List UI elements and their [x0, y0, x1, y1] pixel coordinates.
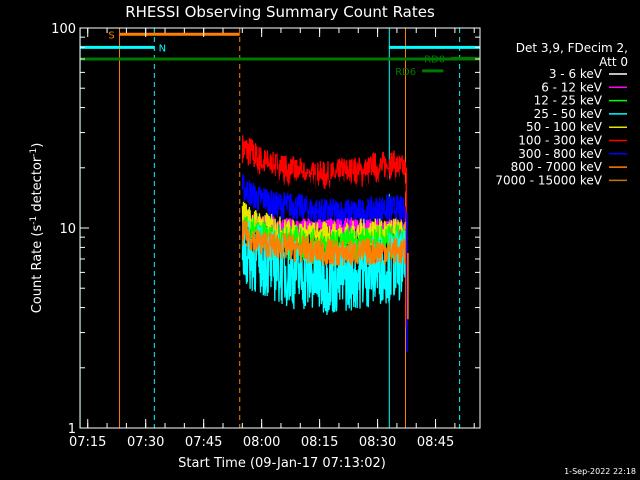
annotation-label-0: S — [108, 30, 114, 41]
y-axis-label-main: Count Rate (s — [30, 225, 45, 314]
series-line-6 — [241, 220, 407, 316]
legend-entry-label-1: 6 - 12 keV — [541, 80, 603, 94]
y-tick-label-0: 1 — [68, 422, 76, 437]
x-tick-label-5: 08:30 — [359, 435, 396, 450]
legend-header-line2: Att 0 — [599, 55, 628, 69]
x-tick-label-4: 08:15 — [301, 435, 338, 450]
legend-entry-label-7: 800 - 7000 keV — [511, 160, 603, 174]
annotation-label-4: RD6 — [395, 67, 416, 78]
legend-entry-label-0: 3 - 6 keV — [549, 67, 603, 81]
legend-entry-label-3: 25 - 50 keV — [534, 107, 603, 121]
legend-entry-label-4: 50 - 100 keV — [526, 120, 603, 134]
legend-entry-label-2: 12 - 25 keV — [534, 94, 603, 108]
x-tick-label-2: 07:45 — [185, 435, 222, 450]
axes: 1 10 100 07:15 07:30 07:45 08:00 08:15 08:30 08:4… — [51, 22, 481, 450]
x-tick-label-0: 07:15 — [69, 435, 106, 450]
legend-entry-label-6: 300 - 800 keV — [518, 147, 602, 161]
annotation-label-1: N — [159, 43, 166, 54]
y-axis-label-mid: detector — [30, 156, 45, 216]
legend-header-line1: Det 3,9, FDecim 2, — [516, 41, 628, 55]
annotation-label-5: RD0 — [424, 54, 445, 65]
y-tick-label-2: 100 — [51, 22, 76, 37]
x-tick-label-1: 07:30 — [127, 435, 164, 450]
legend-entry-label-5: 100 - 300 keV — [518, 134, 602, 148]
x-tick-label-3: 08:00 — [243, 435, 280, 450]
y-tick-label-1: 10 — [59, 222, 76, 237]
series-line-7 — [241, 219, 407, 267]
x-axis-label: Start Time (09-Jan-17 07:13:02) — [178, 456, 386, 471]
x-tick-label-6: 08:45 — [417, 435, 454, 450]
y-axis-label-end: ) — [30, 143, 45, 148]
y-axis-label-sup2: -1 — [29, 148, 39, 157]
footer-timestamp: 1-Sep-2022 22:18 — [564, 467, 636, 476]
y-axis-label: Count Rate (s-1 detector-1) — [29, 143, 45, 314]
legend-entry-label-8: 7000 - 15000 keV — [495, 173, 602, 187]
chart-title: RHESSI Observing Summary Count Rates — [125, 3, 435, 21]
y-axis-label-sup1: -1 — [29, 216, 39, 225]
plot-area: S N RD6 RD0 — [79, 28, 480, 428]
